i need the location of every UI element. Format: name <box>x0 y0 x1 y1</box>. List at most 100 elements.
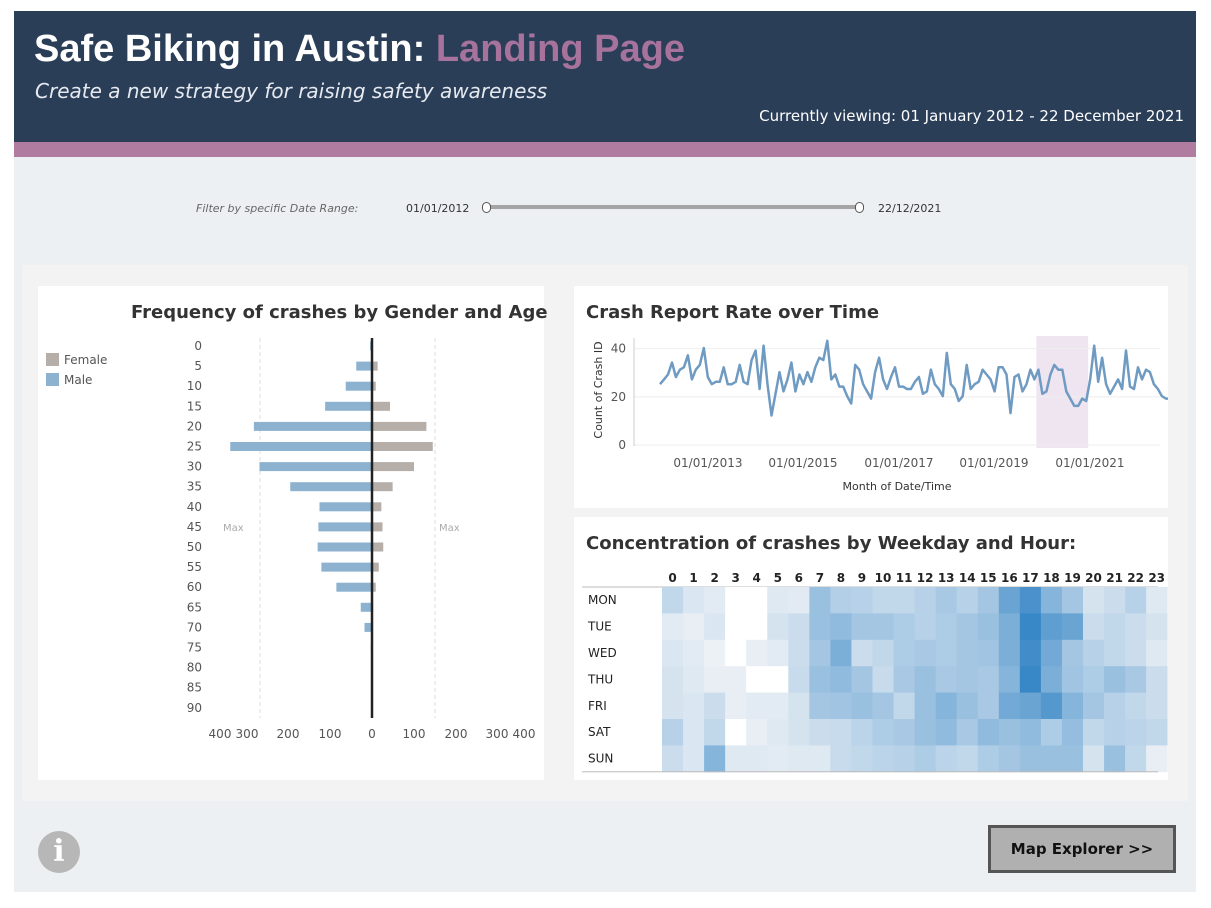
heatmap-cell <box>914 692 937 720</box>
heatmap-cell <box>1125 613 1147 641</box>
crash-rate-card: Crash Report Rate over Time 0 20 40 01/01/2… <box>574 286 1168 508</box>
x-tick-label: 01/01/2015 <box>768 456 837 470</box>
heatmap-cell <box>851 719 873 746</box>
heatmap-cell <box>788 692 810 720</box>
heatmap-cell <box>746 745 768 773</box>
date-range-slider[interactable] <box>486 205 860 209</box>
slider-start-handle[interactable] <box>482 202 491 213</box>
heatmap-cell <box>1040 719 1063 746</box>
page-title: Safe Biking in Austin: Landing Page <box>34 28 685 71</box>
heatmap-cell <box>1104 587 1126 614</box>
female-bar <box>372 562 379 572</box>
male-bar <box>317 542 372 552</box>
heatmap-cell <box>683 719 705 746</box>
heatmap-cell <box>725 745 747 773</box>
female-bar <box>372 462 414 472</box>
x-tick-label: 01/01/2021 <box>1055 456 1124 470</box>
date-filter-start: 01/01/2012 <box>406 202 470 215</box>
heatmap-cell <box>1104 639 1126 667</box>
age-tick-label: 40 <box>187 500 202 514</box>
heatmap-cell <box>683 745 705 773</box>
heatmap-cell <box>893 692 915 720</box>
heatmap-cell <box>998 692 1021 720</box>
age-tick-label: 85 <box>187 681 202 695</box>
hour-header-label: 10 <box>875 571 892 585</box>
slider-end-handle[interactable] <box>855 202 864 213</box>
legend-label-male[interactable]: Male <box>64 373 93 387</box>
female-bar <box>372 442 433 451</box>
heatmap-cell <box>1083 692 1105 720</box>
crash-rate-title: Crash Report Rate over Time <box>586 302 880 323</box>
heatmap-cell <box>998 745 1021 773</box>
hour-header-label: 5 <box>774 571 782 585</box>
heatmap-cell <box>662 613 684 641</box>
x-axis-title: Month of Date/Time <box>843 480 952 493</box>
heatmap-cell <box>662 719 684 746</box>
hour-header-label: 0 <box>668 571 676 585</box>
heatmap-cell <box>704 745 726 773</box>
accent-stripe <box>14 142 1196 157</box>
max-label-left: Max <box>223 523 244 534</box>
heatmap-cell <box>977 719 1000 746</box>
heatmap-cell <box>914 613 937 641</box>
x-tick-label: 100 <box>403 727 426 741</box>
heatmap-cell <box>998 639 1021 667</box>
x-tick-label: 01/01/2019 <box>959 456 1028 470</box>
male-bar <box>253 421 372 431</box>
heatmap-cell <box>704 587 726 614</box>
heatmap-cell <box>1019 613 1042 641</box>
heatmap-cell <box>935 692 958 720</box>
heatmap-title: Concentration of crashes by Weekday and … <box>586 533 1077 554</box>
heatmap-cell <box>1125 719 1147 746</box>
heatmap-cell <box>662 639 684 667</box>
heatmap-cell <box>977 745 1000 773</box>
heatmap-cell <box>1019 639 1042 667</box>
heatmap-cell <box>998 719 1021 746</box>
heatmap-cell <box>809 639 831 667</box>
heatmap-cell <box>704 666 726 693</box>
female-bar <box>372 522 383 532</box>
male-bar <box>319 502 372 512</box>
heatmap-cell <box>788 587 810 614</box>
heatmap-cell <box>1125 587 1147 614</box>
hour-header-label: 16 <box>1001 571 1018 585</box>
legend-label-female[interactable]: Female <box>64 353 108 367</box>
heatmap-cell <box>977 587 1000 614</box>
heatmap-cell <box>767 692 789 720</box>
heatmap-cell <box>809 613 831 641</box>
age-tick-label: 25 <box>187 440 202 454</box>
age-tick-label: 70 <box>187 620 202 634</box>
male-bar <box>259 462 372 472</box>
heatmap-cell <box>746 692 768 720</box>
heatmap-cell <box>956 745 979 773</box>
gender-age-chart: Max Max 0 5 10 15 20 25 30 35 40 45 50 55 60 65 70 75 80 85… <box>187 338 535 741</box>
weekday-label: TUE <box>587 620 612 634</box>
hour-header-label: 23 <box>1148 571 1165 585</box>
heatmap-cell <box>662 666 684 693</box>
age-tick-label: 20 <box>187 419 202 433</box>
male-bar <box>345 381 372 391</box>
heatmap-cell <box>704 692 726 720</box>
hour-header-label: 17 <box>1022 571 1039 585</box>
hour-header-label: 3 <box>731 571 739 585</box>
heatmap-cell <box>746 639 768 667</box>
heatmap-cell <box>914 639 937 667</box>
heatmap-cell <box>809 692 831 720</box>
info-icon[interactable]: i <box>38 831 80 873</box>
heatmap-cell <box>1040 587 1063 614</box>
map-explorer-button[interactable]: Map Explorer >> <box>988 825 1176 873</box>
x-tick-label: 100 <box>319 727 342 741</box>
heatmap-cell <box>830 745 852 773</box>
heatmap-cell <box>1146 639 1168 667</box>
weekday-label: MON <box>588 593 617 607</box>
male-bar <box>336 582 372 592</box>
heatmap-cell <box>1146 745 1168 773</box>
hour-header-label: 20 <box>1085 571 1102 585</box>
heatmap-cell <box>1040 639 1063 667</box>
heatmap-cell <box>662 692 684 720</box>
heatmap-cell <box>1083 666 1105 693</box>
heatmap-cell <box>746 613 768 641</box>
legend-swatch-female <box>46 353 59 366</box>
heatmap-cell <box>704 613 726 641</box>
heatmap-cell <box>767 639 789 667</box>
